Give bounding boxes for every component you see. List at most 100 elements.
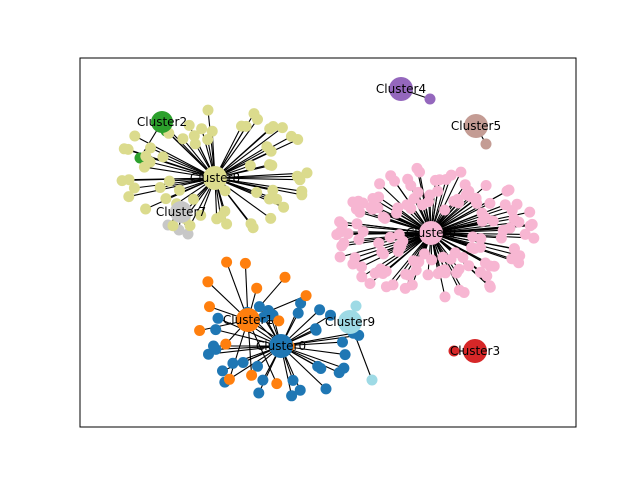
- leaf-node: [206, 125, 218, 137]
- leaf-node: [167, 220, 179, 232]
- leaf-node: [333, 367, 345, 379]
- leaf-node: [253, 301, 265, 313]
- leaf-node: [271, 378, 283, 390]
- leaf-node: [315, 363, 327, 374]
- leaf-node: [244, 160, 256, 172]
- leaf-node: [484, 260, 496, 272]
- leaf-node: [246, 369, 258, 381]
- leaf-node: [511, 198, 523, 210]
- leaf-node: [292, 134, 304, 145]
- leaf-node: [287, 374, 299, 386]
- hub-label-cluster6: Cluster6: [406, 226, 456, 240]
- leaf-node: [267, 184, 279, 196]
- leaf-node: [202, 104, 214, 116]
- edge: [208, 345, 282, 355]
- leaf-node: [208, 340, 219, 352]
- leaf-node: [528, 232, 540, 244]
- leaf-node: [294, 384, 306, 396]
- leaf-node: [240, 120, 252, 132]
- leaf-node: [400, 268, 412, 280]
- leaf-node: [399, 282, 411, 294]
- leaf-node: [352, 195, 364, 207]
- leaf-node: [342, 228, 354, 240]
- hub-node-cluster1: [236, 308, 260, 332]
- leaf-node: [337, 336, 348, 348]
- hub-node-cluster9: [338, 310, 362, 334]
- leaf-node: [366, 374, 378, 386]
- edge: [214, 128, 271, 179]
- leaf-node: [457, 252, 469, 263]
- leaf-node: [221, 218, 233, 230]
- leaf-node: [504, 222, 516, 234]
- leaf-node: [320, 383, 332, 395]
- hub-node-cluster7: [170, 201, 192, 223]
- leaf-node: [331, 229, 343, 241]
- hub-label-cluster2: Cluster2: [137, 115, 187, 129]
- leaf-node: [300, 290, 312, 302]
- leaf-node: [422, 269, 434, 281]
- leaf-node: [339, 349, 351, 361]
- leaf-node: [182, 228, 194, 240]
- edge: [214, 177, 302, 192]
- leaf-node: [463, 260, 475, 272]
- leaf-node: [154, 182, 166, 193]
- leaf-node: [373, 237, 385, 249]
- leaf-node: [140, 203, 152, 215]
- hub-node-layer: [151, 77, 488, 363]
- leaf-node: [118, 143, 130, 155]
- leaf-node: [364, 278, 376, 289]
- leaf-node: [210, 324, 222, 336]
- leaf-node: [503, 184, 515, 196]
- hub-label-cluster9: Cluster9: [325, 315, 375, 329]
- leaf-node: [475, 266, 486, 278]
- hub-node-cluster2: [151, 111, 173, 133]
- leaf-node: [279, 271, 291, 283]
- leaf-node: [295, 297, 307, 309]
- hub-node-cluster5: [464, 114, 488, 138]
- leaf-node: [480, 212, 492, 224]
- leaf-node: [484, 281, 496, 293]
- hub-label-cluster4: Cluster4: [376, 82, 426, 96]
- leaf-node: [194, 325, 206, 336]
- leaf-node: [463, 185, 475, 197]
- leaf-node: [251, 186, 263, 198]
- hub-label-cluster8: Cluster8: [190, 171, 240, 185]
- edge: [430, 189, 510, 234]
- leaf-node: [183, 119, 195, 131]
- leaf-node: [273, 315, 285, 327]
- leaf-node: [263, 193, 275, 205]
- leaf-node: [480, 138, 492, 150]
- edge: [430, 221, 519, 234]
- leaf-node: [221, 256, 233, 268]
- leaf-node: [157, 151, 169, 163]
- leaf-node: [237, 357, 249, 368]
- leaf-node: [219, 185, 231, 197]
- hub-label-cluster3: Cluster3: [450, 344, 500, 358]
- leaf-node: [380, 281, 392, 293]
- leaf-node: [468, 243, 480, 254]
- leaf-node: [448, 345, 460, 357]
- leaf-node: [116, 175, 128, 187]
- leaf-node: [325, 309, 336, 321]
- leaf-node: [435, 265, 447, 277]
- leaf-node: [426, 254, 438, 266]
- leaf-node: [212, 312, 224, 324]
- leaf-node: [356, 271, 368, 283]
- hub-node-cluster8: [203, 166, 227, 190]
- leaf-node: [471, 197, 483, 209]
- hub-label-cluster5: Cluster5: [451, 119, 501, 133]
- leaf-node: [294, 174, 306, 186]
- plot-frame: [79, 57, 577, 428]
- leaf-node: [177, 133, 189, 145]
- leaf-node: [526, 218, 538, 230]
- leaf-node: [499, 199, 511, 211]
- leaf-node: [384, 231, 396, 243]
- leaf-node: [334, 251, 346, 263]
- hub-label-cluster0: Cluster0: [256, 339, 306, 353]
- leaf-node: [424, 93, 436, 105]
- leaf-node: [188, 130, 200, 142]
- leaf-node: [292, 307, 304, 319]
- leaf-node: [451, 267, 463, 279]
- hub-label-cluster1: Cluster1: [223, 313, 273, 327]
- leaf-node: [467, 231, 479, 243]
